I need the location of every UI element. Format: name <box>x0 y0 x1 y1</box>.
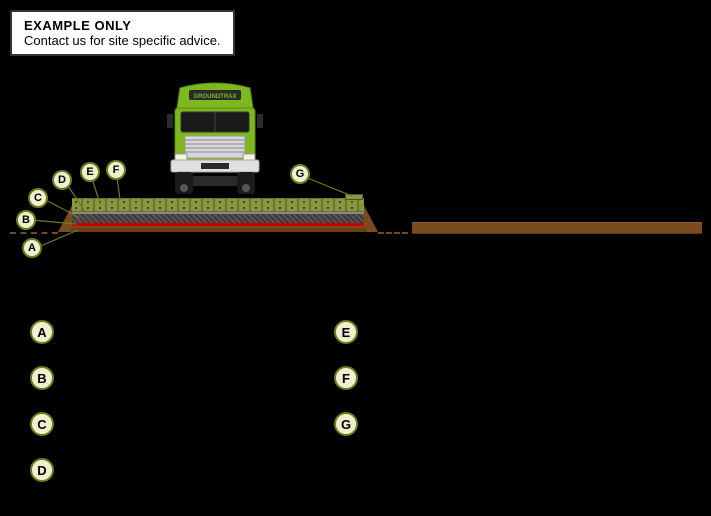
badge-g-letter: G <box>296 169 305 180</box>
notice-subtitle: Contact us for site specific advice. <box>24 33 221 48</box>
legend-g-letter: G <box>341 417 351 432</box>
layer-b-geogrid-red <box>72 223 364 226</box>
notice-title: EXAMPLE ONLY <box>24 18 221 33</box>
legend-badge-d: D <box>30 458 54 482</box>
layer-d-membrane <box>72 212 364 214</box>
badge-f-letter: F <box>113 165 120 176</box>
ground-line-left-outer <box>10 232 58 234</box>
legend-badge-f: F <box>334 366 358 390</box>
layer-e-cellweb <box>72 198 364 212</box>
legend-c-letter: C <box>37 417 46 432</box>
legend-badge-b: B <box>30 366 54 390</box>
ground-line-left-inner <box>378 232 408 234</box>
badge-e-letter: E <box>86 167 93 178</box>
truck-front-icon: GROUNDTRAX <box>145 80 285 200</box>
legend-item-b: B <box>30 366 54 390</box>
badge-e: E <box>80 162 100 182</box>
legend-badge-e: E <box>334 320 358 344</box>
badge-f: F <box>106 160 126 180</box>
layer-c-subbase <box>72 214 364 223</box>
notice-box: EXAMPLE ONLY Contact us for site specifi… <box>10 10 235 56</box>
legend-badge-a: A <box>30 320 54 344</box>
badge-a-letter: A <box>28 243 36 254</box>
badge-b-letter: B <box>22 215 30 226</box>
legend-item-d: D <box>30 458 54 482</box>
diagram-area: GROUNDTRAX <box>0 70 711 270</box>
legend-d-letter: D <box>37 463 46 478</box>
legend-b-letter: B <box>37 371 46 386</box>
legend-item-a: A <box>30 320 54 344</box>
legend: A B C D E F G <box>30 320 690 482</box>
right-section-strip <box>412 222 702 234</box>
badge-d-letter: D <box>58 175 66 186</box>
legend-item-c: C <box>30 412 54 436</box>
legend-item-e: E <box>334 320 358 344</box>
legend-badge-g: G <box>334 412 358 436</box>
badge-a: A <box>22 238 42 258</box>
badge-g: G <box>290 164 310 184</box>
legend-col-right: E F G <box>334 320 358 482</box>
badge-d: D <box>52 170 72 190</box>
truck-brand-text: GROUNDTRAX <box>194 94 237 100</box>
badge-b: B <box>16 210 36 230</box>
legend-f-letter: F <box>342 371 350 386</box>
legend-item-g: G <box>334 412 358 436</box>
layer-a-subgrade <box>70 228 366 232</box>
legend-col-left: A B C D <box>30 320 54 482</box>
badge-c: C <box>28 188 48 208</box>
legend-e-letter: E <box>342 325 351 340</box>
legend-item-f: F <box>334 366 358 390</box>
badge-c-letter: C <box>34 193 42 204</box>
legend-a-letter: A <box>37 325 46 340</box>
legend-badge-c: C <box>30 412 54 436</box>
layer-g-edge-restraint <box>345 194 363 200</box>
